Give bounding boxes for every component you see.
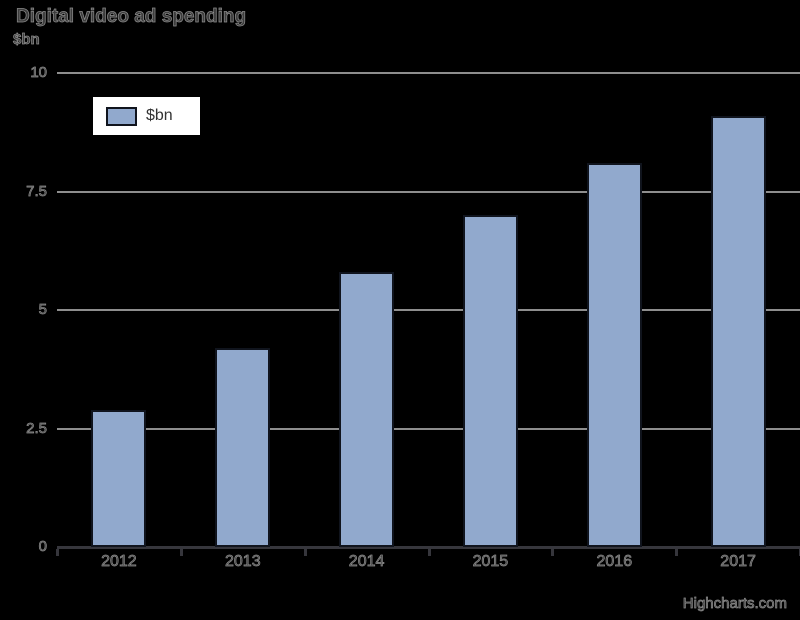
bar-2017[interactable]	[710, 115, 766, 547]
y-axis-label: 0	[38, 538, 47, 556]
y-axis-label: 10	[30, 64, 47, 82]
bar-2013[interactable]	[215, 347, 271, 547]
y-axis-label: 7.5	[26, 182, 48, 200]
gridline	[57, 190, 800, 193]
bar-2012[interactable]	[91, 409, 147, 547]
gridline	[57, 427, 800, 430]
chart-title: Digital video ad spending	[16, 6, 247, 28]
x-axis-tick	[675, 549, 679, 556]
x-axis-tick	[56, 549, 59, 556]
x-axis-label: 2012	[101, 553, 137, 571]
x-axis-label: 2017	[720, 553, 756, 571]
bar-2014[interactable]	[339, 272, 395, 547]
x-axis-line	[57, 546, 800, 549]
x-axis-tick	[303, 549, 307, 556]
y-axis-label: 2.5	[26, 419, 48, 437]
legend[interactable]: $bn	[93, 97, 200, 135]
bar-2016[interactable]	[586, 163, 642, 547]
y-axis-title: $bn	[13, 31, 40, 49]
x-axis-tick	[427, 549, 431, 556]
legend-label: $bn	[146, 107, 173, 124]
gridline	[57, 309, 800, 311]
x-axis-tick	[551, 549, 555, 556]
x-axis-label: 2016	[596, 553, 633, 571]
x-axis-label: 2014	[348, 553, 385, 571]
x-axis-label: 2015	[472, 553, 509, 571]
bar-2015[interactable]	[462, 215, 518, 547]
legend-symbol	[106, 106, 137, 126]
highcharts-credit[interactable]: Highcharts.com	[682, 595, 787, 613]
x-axis-label: 2013	[225, 553, 261, 571]
y-axis-label: 5	[38, 301, 47, 319]
x-axis-tick	[179, 549, 183, 556]
gridline	[57, 72, 800, 74]
